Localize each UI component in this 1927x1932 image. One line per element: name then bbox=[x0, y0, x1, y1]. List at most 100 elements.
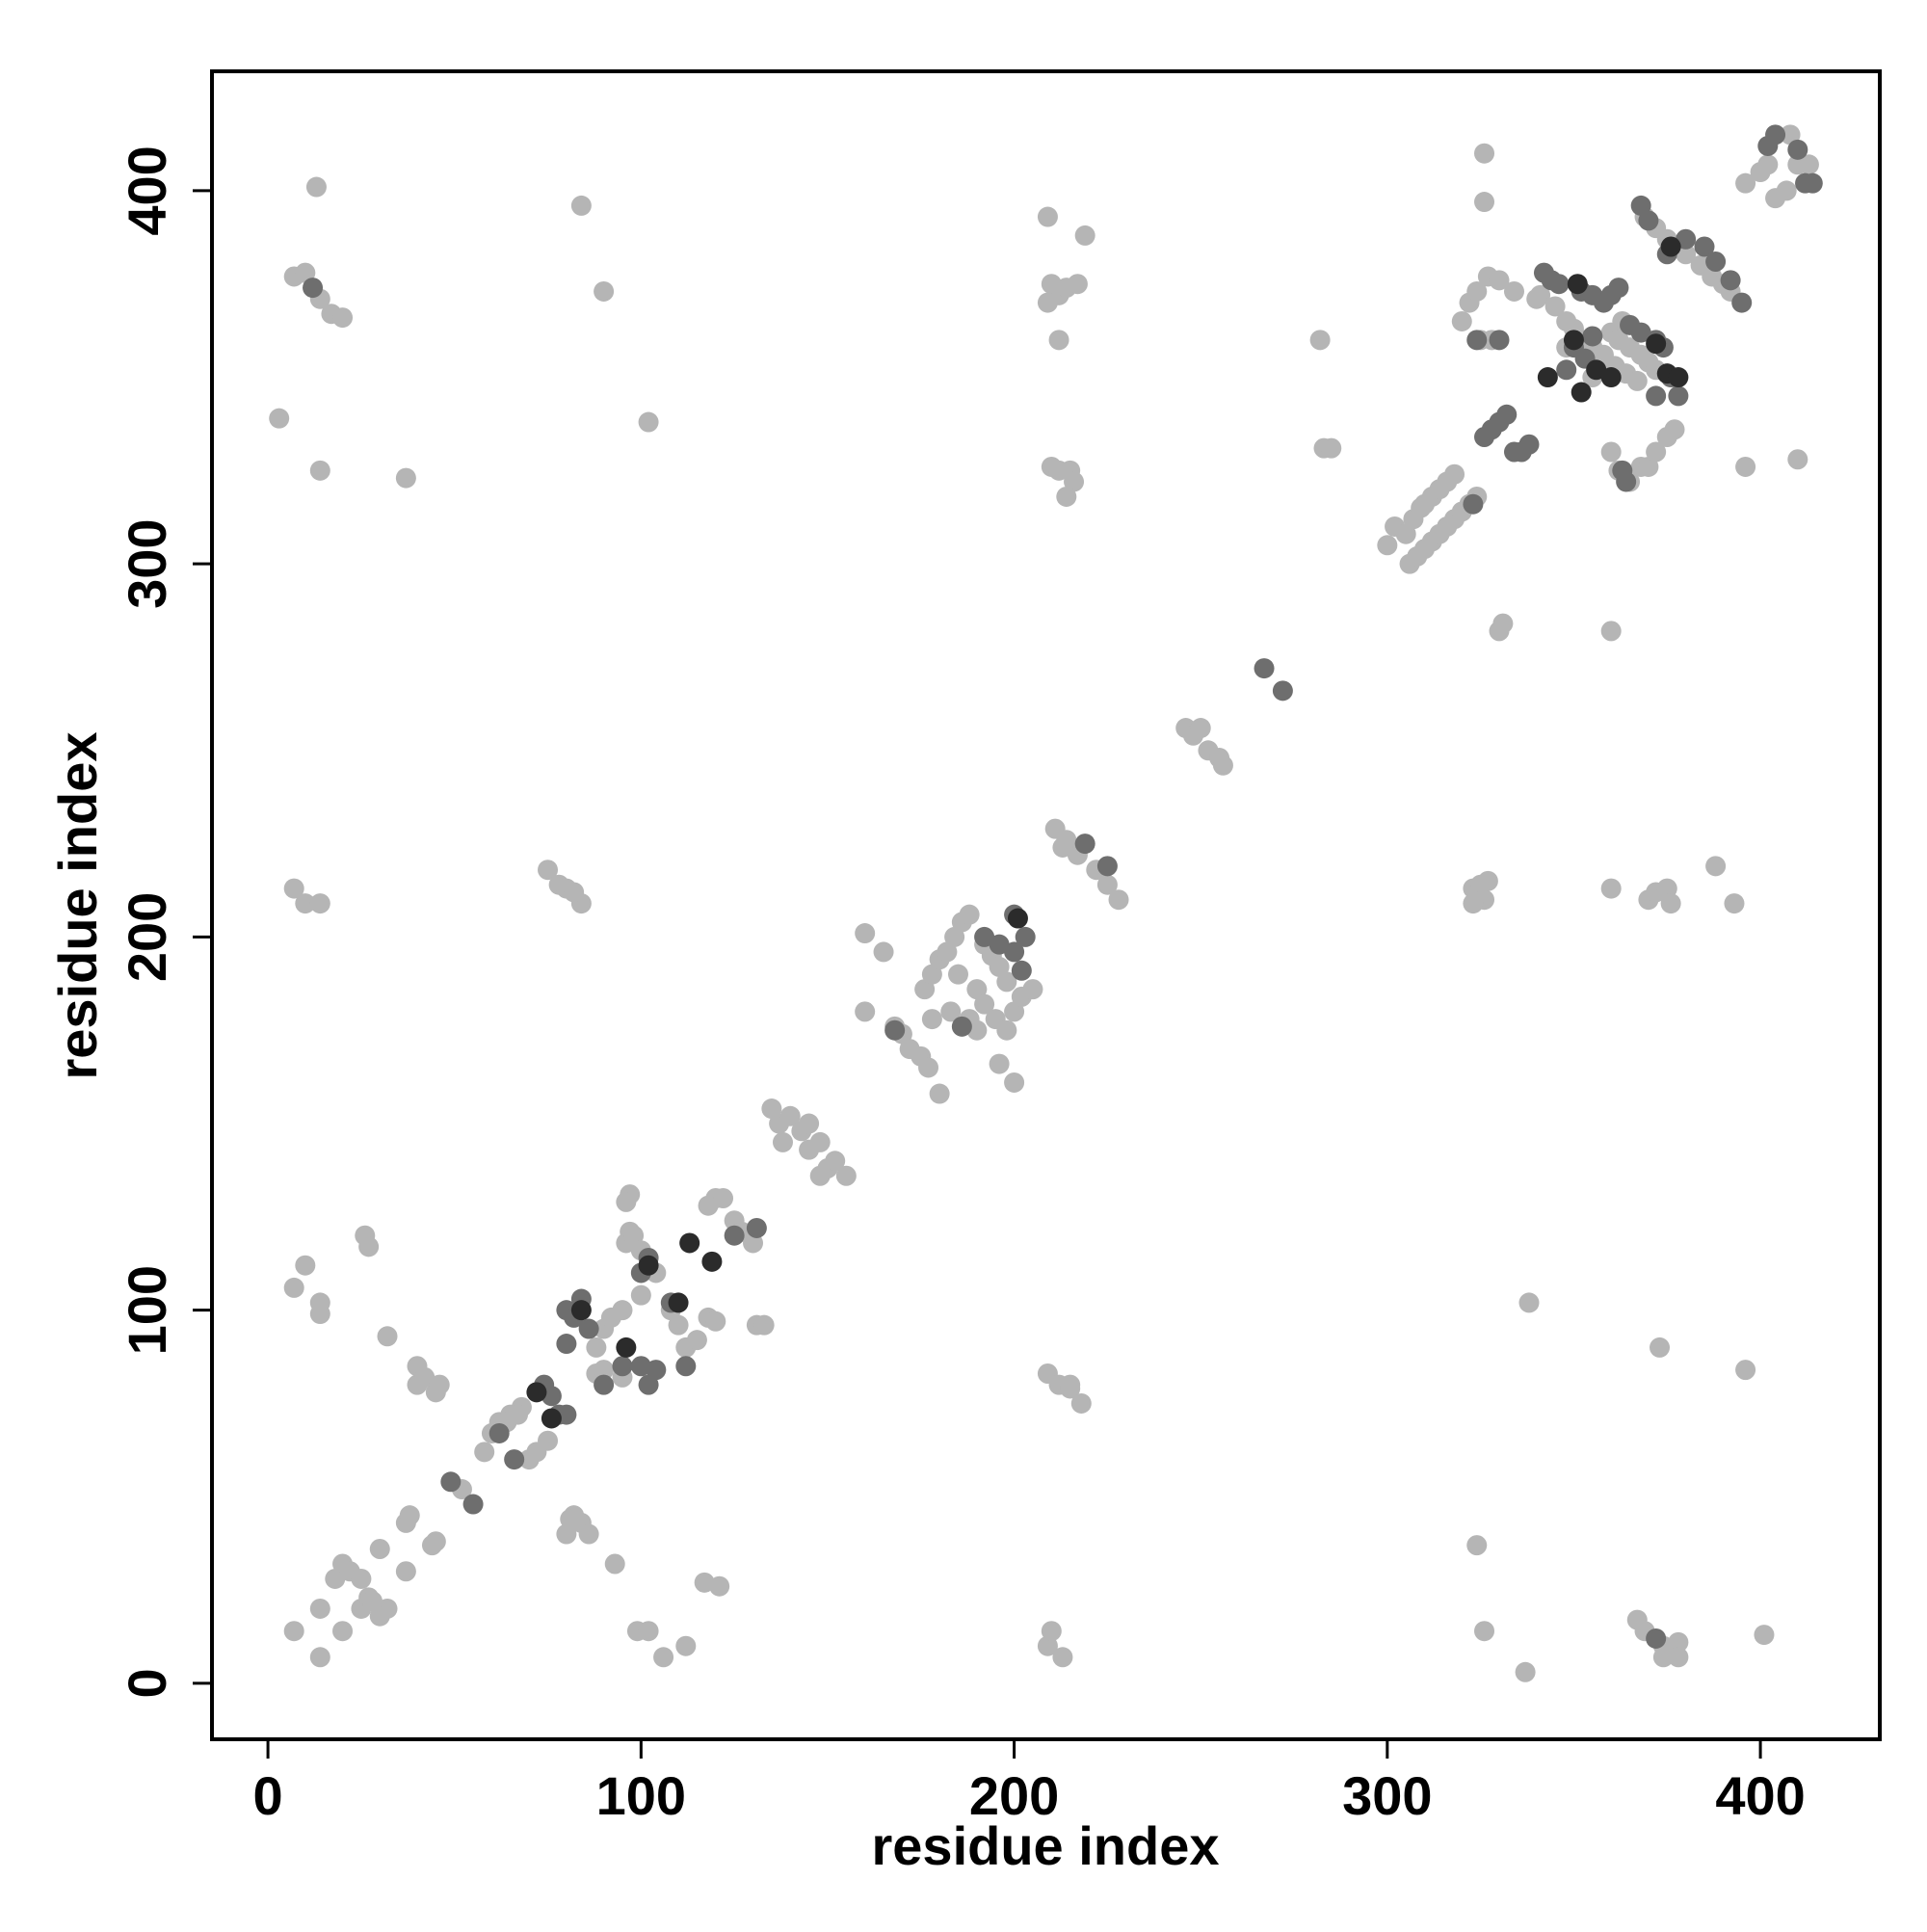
point bbox=[1074, 834, 1095, 855]
point bbox=[604, 1553, 625, 1575]
point bbox=[1608, 278, 1629, 299]
point bbox=[1638, 210, 1659, 231]
point bbox=[1309, 330, 1331, 351]
points bbox=[269, 124, 1823, 1682]
point bbox=[1646, 441, 1667, 463]
point bbox=[1600, 367, 1622, 388]
point bbox=[1004, 941, 1025, 963]
x-tick-label: 0 bbox=[253, 1765, 283, 1826]
point bbox=[1064, 471, 1085, 492]
point bbox=[1600, 441, 1622, 463]
point bbox=[1795, 172, 1816, 194]
point bbox=[1735, 172, 1756, 194]
point bbox=[440, 1471, 462, 1493]
point bbox=[570, 195, 592, 216]
point bbox=[1626, 370, 1648, 391]
point bbox=[974, 926, 995, 947]
point bbox=[1650, 1337, 1671, 1358]
point bbox=[1070, 1392, 1092, 1414]
x-tick-label: 200 bbox=[969, 1765, 1059, 1826]
point bbox=[1586, 359, 1607, 381]
point bbox=[630, 1284, 651, 1306]
point bbox=[966, 979, 988, 1000]
point bbox=[1489, 330, 1510, 351]
point bbox=[594, 1360, 615, 1381]
point bbox=[668, 1314, 689, 1336]
point bbox=[1724, 893, 1745, 914]
point bbox=[799, 1113, 820, 1134]
point bbox=[377, 1326, 398, 1347]
point bbox=[1474, 192, 1495, 213]
point bbox=[1037, 206, 1058, 227]
point bbox=[538, 1430, 559, 1451]
point bbox=[1705, 251, 1727, 272]
point bbox=[638, 411, 659, 433]
point bbox=[1451, 310, 1472, 331]
point bbox=[1463, 493, 1484, 515]
point bbox=[362, 1591, 383, 1612]
point bbox=[1630, 322, 1651, 343]
point bbox=[724, 1225, 745, 1246]
point bbox=[1011, 960, 1032, 981]
point bbox=[1004, 1072, 1025, 1093]
point bbox=[295, 1255, 316, 1276]
point bbox=[1735, 456, 1756, 477]
point bbox=[921, 964, 942, 985]
point bbox=[578, 1318, 599, 1339]
point bbox=[309, 460, 330, 481]
point bbox=[1108, 889, 1129, 911]
point bbox=[1571, 382, 1592, 403]
point bbox=[560, 1509, 581, 1530]
point bbox=[305, 176, 327, 198]
point bbox=[709, 1575, 730, 1597]
y-tick-label: 200 bbox=[117, 892, 177, 982]
point bbox=[809, 1131, 831, 1152]
point bbox=[541, 1408, 562, 1429]
point bbox=[1037, 292, 1058, 313]
point bbox=[1676, 244, 1697, 265]
point bbox=[1518, 1292, 1540, 1313]
point bbox=[578, 1523, 599, 1545]
point bbox=[1676, 228, 1697, 250]
point bbox=[1489, 270, 1510, 291]
point bbox=[668, 1292, 689, 1313]
point bbox=[675, 1356, 697, 1377]
point bbox=[1466, 330, 1488, 351]
point bbox=[358, 1236, 380, 1257]
plot-frame bbox=[210, 69, 1882, 1741]
y-axis-title: residue index bbox=[47, 731, 108, 1079]
point bbox=[940, 1001, 962, 1022]
point bbox=[1668, 1647, 1689, 1668]
point bbox=[612, 1300, 633, 1321]
point bbox=[395, 467, 416, 489]
point bbox=[616, 1191, 637, 1212]
point bbox=[1705, 856, 1727, 877]
point bbox=[1780, 124, 1801, 146]
point bbox=[1022, 979, 1043, 1000]
point bbox=[1272, 680, 1293, 701]
point bbox=[825, 1151, 846, 1172]
point bbox=[1668, 385, 1689, 407]
point bbox=[1048, 330, 1069, 351]
point bbox=[1754, 1625, 1775, 1646]
point bbox=[1518, 434, 1540, 455]
point bbox=[1652, 1647, 1674, 1668]
point bbox=[283, 878, 304, 899]
point bbox=[873, 941, 894, 963]
point bbox=[653, 1647, 674, 1668]
point bbox=[283, 1621, 304, 1642]
point bbox=[1787, 449, 1808, 470]
point bbox=[1798, 154, 1819, 175]
point bbox=[395, 1561, 416, 1582]
point bbox=[1787, 139, 1808, 160]
point bbox=[1060, 1374, 1081, 1395]
point bbox=[1463, 893, 1484, 914]
point bbox=[1096, 874, 1118, 895]
point bbox=[944, 926, 965, 947]
point bbox=[1212, 754, 1233, 776]
point bbox=[332, 1621, 354, 1642]
y-tick-label: 100 bbox=[117, 1265, 177, 1355]
point bbox=[1660, 236, 1681, 257]
point bbox=[377, 1598, 398, 1619]
point bbox=[779, 1105, 801, 1126]
